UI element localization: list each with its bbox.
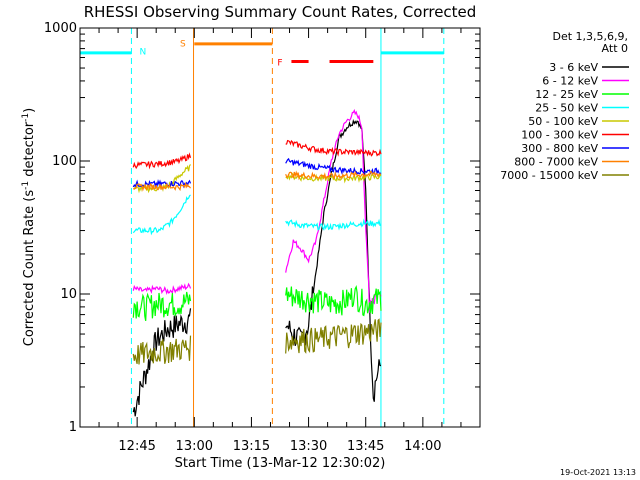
series-line-100-300-kev [132, 139, 382, 170]
legend-label: 12 - 25 keV [535, 88, 598, 101]
legend-label: 3 - 6 keV [549, 61, 598, 74]
series-line-300-800-kev [132, 157, 382, 189]
chart-title: RHESSI Observing Summary Count Rates, Co… [84, 3, 477, 21]
flag-annotation-f: F [277, 58, 282, 68]
y-axis-label: Corrected Count Rate (s-1 detector-1) [21, 108, 37, 346]
legend-label: 7000 - 15000 keV [500, 169, 598, 182]
legend-label: 50 - 100 keV [528, 115, 598, 128]
legend-label: 300 - 800 keV [521, 142, 598, 155]
y-tick-label: 100 [52, 154, 77, 169]
flag-annotation-s: S [180, 39, 186, 49]
y-tick-label: 1 [69, 420, 77, 435]
series-line-800-7000-kev [133, 170, 382, 192]
y-tick-label: 10 [60, 287, 77, 302]
series-line-7000-15000-kev [132, 318, 382, 365]
series-line-12-25-kev [132, 285, 382, 322]
flag-annotation-n: N [139, 47, 146, 57]
legend-label: 6 - 12 keV [542, 75, 598, 88]
x-tick-label: 13:45 [347, 439, 384, 454]
x-axis-label: Start Time (13-Mar-12 12:30:02) [175, 456, 386, 471]
plot-frame [79, 27, 481, 428]
series-layer [132, 108, 382, 417]
x-tick-label: 13:15 [233, 439, 270, 454]
series-line-3-6-kev [132, 118, 382, 417]
legend-header: Att 0 [602, 42, 628, 55]
series-line-25-50-kev [132, 194, 382, 236]
axis-layer: 1 10 100 1000 12:45 13:00 13:15 13:30 13:45 14:00 [44, 21, 480, 454]
x-tick-label: 13:30 [290, 439, 327, 454]
y-tick-label: 1000 [44, 21, 77, 36]
x-tick-label: 12:45 [118, 439, 155, 454]
legend-label: 25 - 50 keV [535, 102, 598, 115]
footer-timestamp: 19-Oct-2021 13:13 [560, 468, 636, 477]
legend-label: 800 - 7000 keV [514, 156, 598, 169]
x-tick-label: 13:00 [176, 439, 213, 454]
legend-header: Det 1,3,5,6,9, [552, 30, 628, 43]
legend-label: 100 - 300 keV [521, 129, 598, 142]
x-tick-label: 14:00 [404, 439, 441, 454]
